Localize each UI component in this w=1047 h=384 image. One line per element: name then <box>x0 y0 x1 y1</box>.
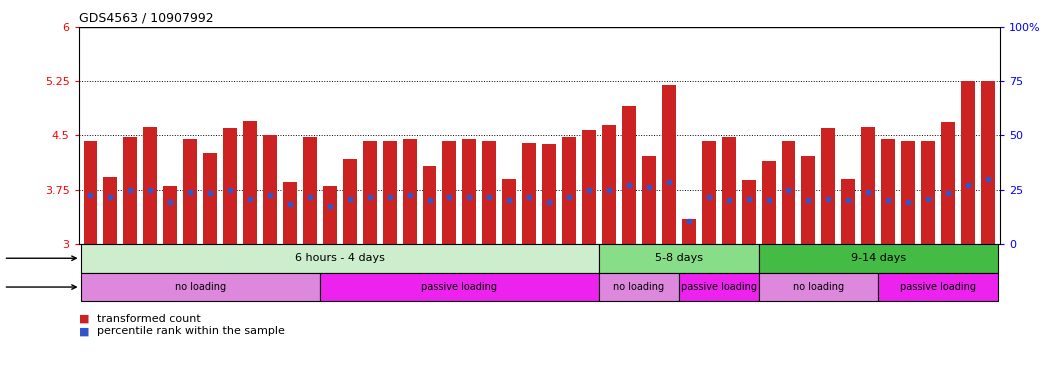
Bar <box>878 273 998 301</box>
Bar <box>362 141 377 244</box>
Text: ■: ■ <box>79 326 89 336</box>
Bar <box>721 137 736 244</box>
Bar <box>761 161 776 244</box>
Bar <box>759 273 878 301</box>
Bar <box>741 180 756 244</box>
Bar <box>243 121 257 244</box>
Bar <box>342 159 357 244</box>
Text: no loading: no loading <box>175 282 226 292</box>
Bar <box>781 141 796 244</box>
Text: passive loading: passive loading <box>681 282 757 292</box>
Bar <box>901 141 915 244</box>
Text: time: time <box>0 253 76 263</box>
Bar <box>81 244 599 273</box>
Bar <box>382 141 397 244</box>
Bar <box>759 244 998 273</box>
Bar <box>483 141 496 244</box>
Bar <box>599 244 759 273</box>
Text: protocol: protocol <box>0 282 76 292</box>
Bar <box>463 139 476 244</box>
Text: passive loading: passive loading <box>900 282 976 292</box>
Bar <box>642 156 655 244</box>
Bar <box>104 177 117 244</box>
Text: 6 hours - 4 days: 6 hours - 4 days <box>295 253 384 263</box>
Text: passive loading: passive loading <box>422 282 497 292</box>
Bar <box>84 141 97 244</box>
Bar <box>322 186 337 244</box>
Text: percentile rank within the sample: percentile rank within the sample <box>97 326 285 336</box>
Bar <box>921 141 935 244</box>
Bar <box>423 166 437 244</box>
Text: no loading: no loading <box>793 282 844 292</box>
Bar <box>223 128 237 244</box>
Bar <box>582 129 596 244</box>
Bar <box>961 81 975 244</box>
Bar <box>822 128 836 244</box>
Bar <box>443 141 456 244</box>
Bar <box>882 139 895 244</box>
Bar <box>163 186 177 244</box>
Bar <box>678 273 759 301</box>
Bar <box>682 218 696 244</box>
Bar <box>403 139 417 244</box>
Bar <box>842 179 855 244</box>
Bar <box>801 156 816 244</box>
Bar <box>701 141 716 244</box>
Bar <box>602 124 616 244</box>
Bar <box>183 139 197 244</box>
Bar <box>599 273 678 301</box>
Text: transformed count: transformed count <box>97 314 201 324</box>
Bar <box>124 137 137 244</box>
Bar <box>81 273 319 301</box>
Bar <box>319 273 599 301</box>
Bar <box>542 144 556 244</box>
Text: 9-14 days: 9-14 days <box>850 253 906 263</box>
Bar <box>143 127 157 244</box>
Bar <box>522 142 536 244</box>
Bar <box>941 122 955 244</box>
Bar <box>562 137 576 244</box>
Text: ■: ■ <box>79 314 89 324</box>
Bar <box>503 179 516 244</box>
Text: 5-8 days: 5-8 days <box>654 253 703 263</box>
Bar <box>981 81 995 244</box>
Bar <box>283 182 297 244</box>
Text: no loading: no loading <box>614 282 665 292</box>
Text: GDS4563 / 10907992: GDS4563 / 10907992 <box>79 11 214 24</box>
Bar <box>662 85 675 244</box>
Bar <box>622 106 636 244</box>
Bar <box>303 137 317 244</box>
Bar <box>203 154 217 244</box>
Bar <box>862 127 875 244</box>
Bar <box>263 136 277 244</box>
